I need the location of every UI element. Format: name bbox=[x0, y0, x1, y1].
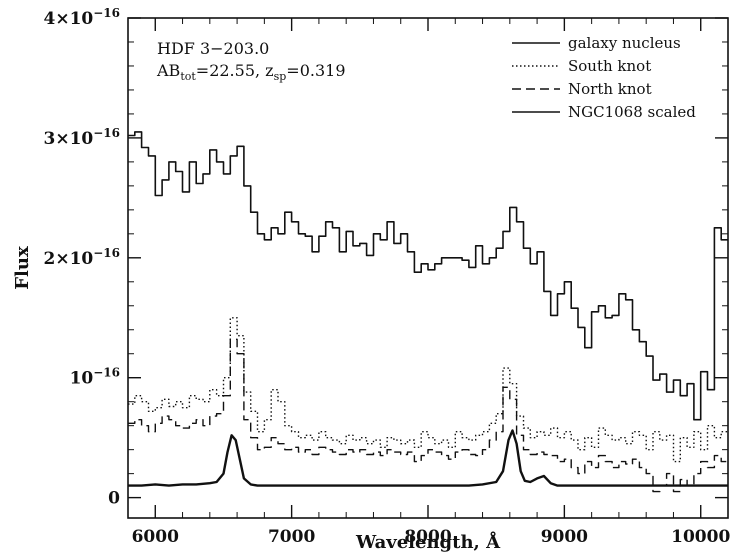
annotation-magnitude-redshift: ABtot=22.55, zsp=0.319 bbox=[156, 61, 346, 83]
legend: galaxy nucleus South knot North knot NGC106… bbox=[512, 34, 696, 121]
series-line-north-knot bbox=[128, 338, 728, 493]
y-tick-label: 4×10−16 bbox=[44, 6, 121, 29]
x-tick-label: 7000 bbox=[268, 527, 315, 547]
series-lines bbox=[128, 131, 728, 493]
y-tick-label: 0 bbox=[108, 489, 120, 509]
series-line-galaxy-nucleus bbox=[128, 131, 728, 421]
y-tick-label: 10−16 bbox=[70, 366, 120, 389]
y-tick-label: 2×10−16 bbox=[44, 246, 121, 269]
x-tick-label: 8000 bbox=[404, 527, 451, 547]
spectrum-annotation: HDF 3−203.0 ABtot=22.55, zsp=0.319 bbox=[156, 39, 346, 83]
annotation-object-name: HDF 3−203.0 bbox=[157, 39, 269, 58]
series-line-south-knot bbox=[128, 317, 728, 463]
y-tick-label: 3×10−16 bbox=[44, 126, 121, 149]
x-tick-label: 10000 bbox=[671, 527, 730, 547]
legend-label: North knot bbox=[568, 80, 652, 98]
legend-label: galaxy nucleus bbox=[568, 34, 681, 52]
axes: 6000 7000 8000 9000 10000 0 10−16 2×10−16 3×10−1… bbox=[12, 6, 730, 553]
series-line-ngc1068-scaled bbox=[128, 429, 728, 487]
legend-label: South knot bbox=[568, 57, 651, 75]
y-axis-title: Flux bbox=[12, 246, 33, 290]
legend-label: NGC1068 scaled bbox=[568, 103, 696, 121]
x-axis-title: Wavelength, Å bbox=[355, 530, 501, 553]
x-tick-label: 6000 bbox=[132, 527, 179, 547]
x-tick-label: 9000 bbox=[541, 527, 588, 547]
